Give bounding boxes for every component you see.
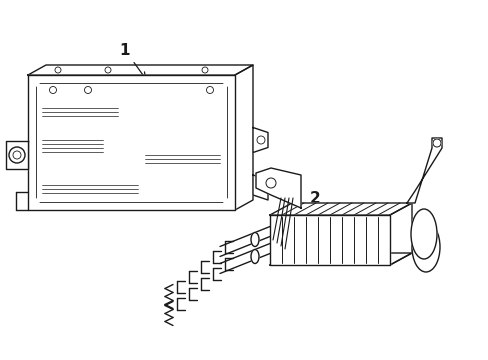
Circle shape [432, 139, 440, 147]
Circle shape [55, 67, 61, 73]
Polygon shape [28, 75, 235, 210]
Circle shape [202, 67, 207, 73]
Text: 2: 2 [309, 190, 320, 221]
Circle shape [224, 199, 229, 205]
Polygon shape [269, 253, 411, 265]
Circle shape [105, 67, 111, 73]
Polygon shape [252, 127, 267, 153]
Polygon shape [406, 138, 441, 203]
Circle shape [13, 151, 21, 159]
Ellipse shape [410, 209, 436, 259]
Polygon shape [256, 168, 301, 208]
Text: 1: 1 [120, 42, 145, 78]
Polygon shape [389, 203, 411, 265]
Ellipse shape [250, 249, 259, 264]
Circle shape [224, 80, 229, 86]
Circle shape [206, 86, 213, 94]
Circle shape [33, 199, 39, 205]
Polygon shape [269, 215, 389, 265]
Circle shape [265, 178, 275, 188]
Polygon shape [6, 141, 28, 169]
Circle shape [49, 86, 57, 94]
Polygon shape [28, 65, 252, 75]
Polygon shape [252, 175, 267, 200]
Circle shape [33, 80, 39, 86]
Ellipse shape [411, 222, 439, 272]
Circle shape [9, 147, 25, 163]
Polygon shape [235, 65, 252, 210]
Polygon shape [269, 203, 411, 215]
Circle shape [84, 86, 91, 94]
Ellipse shape [250, 233, 259, 247]
